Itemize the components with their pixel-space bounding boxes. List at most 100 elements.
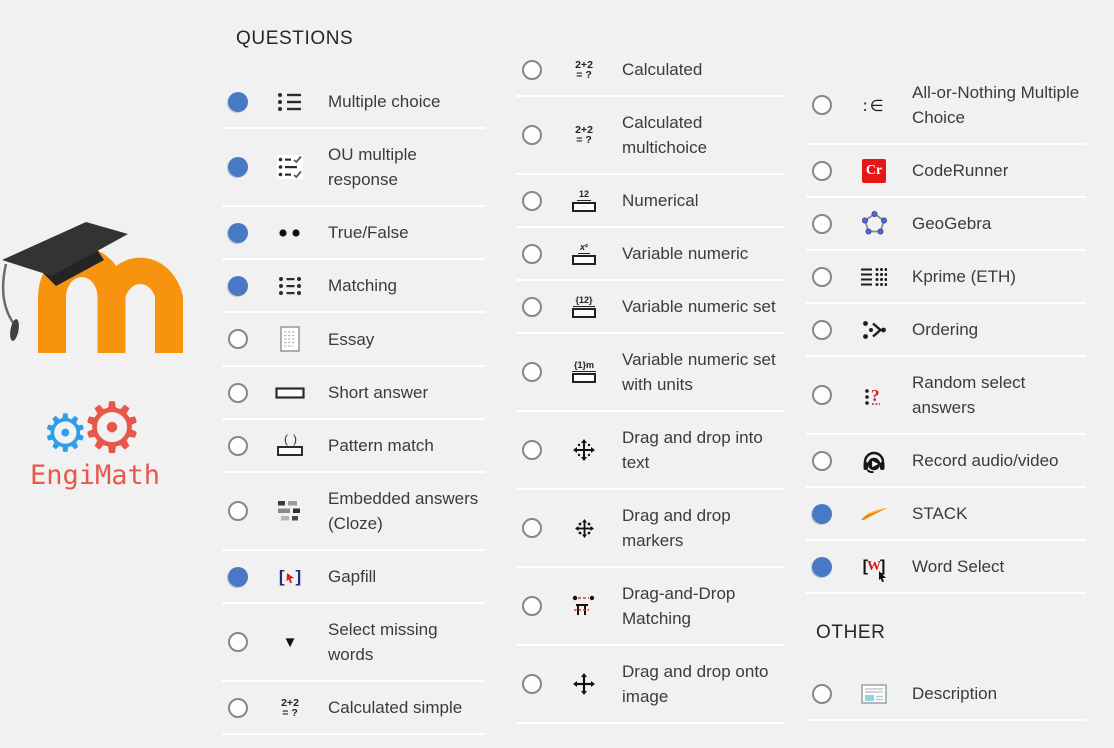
numerical-icon: 12 xyxy=(566,189,602,212)
geogebra-row[interactable]: GeoGebra xyxy=(806,198,1086,251)
record-av-radio[interactable] xyxy=(812,450,832,471)
kprime-radio[interactable] xyxy=(812,266,832,287)
variable-numeric-set-row[interactable]: {12} Variable numeric set xyxy=(516,281,784,334)
svg-text:): ) xyxy=(293,434,297,446)
matching-radio[interactable] xyxy=(228,275,248,296)
variable-numeric-set-units-icon: {1}m xyxy=(566,361,602,383)
calculated-simple-icon: 2+2 = ? xyxy=(281,696,299,719)
geogebra-icon xyxy=(856,211,892,236)
true-false-radio[interactable] xyxy=(228,222,248,243)
question-type-list-3: :∈ All-or-Nothing Multiple Choice Cr CodeRu… xyxy=(806,67,1086,594)
cloze-radio[interactable] xyxy=(228,501,248,521)
stack-row[interactable]: STACK xyxy=(806,488,1086,541)
kprime-row[interactable]: Kprime (ETH) xyxy=(806,251,1086,304)
moodle-logo xyxy=(0,212,225,380)
short-answer-row[interactable]: Short answer xyxy=(222,367,485,420)
dnd-text-row[interactable]: Drag and drop into text xyxy=(516,412,784,490)
aon-multiple-choice-row[interactable]: :∈ All-or-Nothing Multiple Choice xyxy=(806,67,1086,145)
gapfill-radio[interactable] xyxy=(228,566,248,587)
question-type-label: Pattern match xyxy=(328,436,434,455)
question-type-label: Drag and drop onto image xyxy=(622,662,769,706)
coderunner-radio[interactable] xyxy=(812,160,832,181)
variable-numeric-set-icon: {12} xyxy=(566,295,602,318)
question-type-label: Variable numeric set xyxy=(622,297,776,316)
question-type-label: Calculated xyxy=(622,60,703,79)
calculated-multichoice-radio[interactable] xyxy=(522,125,542,145)
question-type-label: Drag and drop markers xyxy=(622,506,731,550)
ou-multiple-response-icon xyxy=(272,155,308,179)
dnd-markers-radio[interactable] xyxy=(522,518,542,538)
variable-numeric-row[interactable]: x² Variable numeric xyxy=(516,228,784,281)
dnd-matching-radio[interactable] xyxy=(522,596,542,616)
other-type-list: Description xyxy=(806,668,1086,721)
numerical-radio[interactable] xyxy=(522,190,542,211)
gapfill-icon: [] xyxy=(278,567,302,586)
variable-numeric-set-units-radio[interactable] xyxy=(522,362,542,382)
matching-row[interactable]: Matching xyxy=(222,260,485,313)
coderunner-row[interactable]: Cr CodeRunner xyxy=(806,145,1086,198)
dnd-image-row[interactable]: Drag and drop onto image xyxy=(516,646,784,724)
engimath-wordmark: EngiMath xyxy=(30,460,161,491)
ou-multiple-response-radio[interactable] xyxy=(228,157,248,177)
calculated-simple-row[interactable]: 2+2 = ? Calculated simple xyxy=(222,682,485,735)
dnd-text-radio[interactable] xyxy=(522,440,542,460)
multiple-choice-row[interactable]: Multiple choice xyxy=(222,76,485,129)
stack-icon xyxy=(856,506,892,522)
variable-numeric-radio[interactable] xyxy=(522,243,542,264)
record-av-icon xyxy=(856,449,892,473)
select-missing-words-icon: ▼ xyxy=(282,633,298,651)
random-select-radio[interactable] xyxy=(812,385,832,405)
calculated-row[interactable]: 2+2 = ? Calculated xyxy=(516,44,784,97)
cloze-row[interactable]: Embedded answers (Cloze) xyxy=(222,473,485,551)
word-select-icon: [W] xyxy=(856,558,892,582)
select-missing-words-row[interactable]: ▼ Select missing words xyxy=(222,604,485,682)
gapfill-row[interactable]: [] Gapfill xyxy=(222,551,485,604)
dnd-matching-icon xyxy=(566,595,602,617)
dnd-markers-row[interactable]: Drag and drop markers xyxy=(516,490,784,568)
question-type-label: Description xyxy=(912,684,998,703)
ordering-row[interactable]: Ordering xyxy=(806,304,1086,357)
description-row[interactable]: Description xyxy=(806,668,1086,721)
dnd-image-radio[interactable] xyxy=(522,674,542,694)
question-type-label: All-or-Nothing Multiple Choice xyxy=(912,83,1080,127)
calculated-multichoice-row[interactable]: 2+2 = ? Calculated multichoice xyxy=(516,97,784,175)
question-type-label: Kprime (ETH) xyxy=(912,267,1016,286)
svg-text:?: ? xyxy=(871,386,880,405)
calculated-simple-radio[interactable] xyxy=(228,697,248,718)
short-answer-radio[interactable] xyxy=(228,382,248,403)
variable-numeric-set-radio[interactable] xyxy=(522,296,542,317)
description-radio[interactable] xyxy=(812,683,832,704)
aon-multiple-choice-icon: :∈ xyxy=(862,95,886,115)
numerical-row[interactable]: 12 Numerical xyxy=(516,175,784,228)
pattern-match-radio[interactable] xyxy=(228,435,248,456)
engimath-logo: ⚙ ⚙ EngiMath xyxy=(30,393,210,491)
question-type-list-2: 2+2 = ? Calculated 2+2 = ? Calculated multich… xyxy=(516,44,784,724)
dnd-matching-row[interactable]: Drag-and-Drop Matching xyxy=(516,568,784,646)
question-type-label: Ordering xyxy=(912,320,979,339)
variable-numeric-set-units-row[interactable]: {1}m Variable numeric set with units xyxy=(516,334,784,412)
blue-gear-icon: ⚙ xyxy=(42,404,89,464)
aon-multiple-choice-radio[interactable] xyxy=(812,95,832,115)
questions-column-1: QUESTIONS Multiple choice OU multiple res… xyxy=(222,24,485,735)
essay-radio[interactable] xyxy=(228,329,248,349)
word-select-radio[interactable] xyxy=(812,556,832,577)
pattern-match-row[interactable]: () Pattern match xyxy=(222,420,485,473)
geogebra-radio[interactable] xyxy=(812,213,832,234)
multiple-choice-radio[interactable] xyxy=(228,91,248,112)
question-type-label: CodeRunner xyxy=(912,161,1009,180)
essay-row[interactable]: Essay xyxy=(222,313,485,367)
question-type-label: Short answer xyxy=(328,383,429,402)
true-false-row[interactable]: True/False xyxy=(222,207,485,260)
record-av-row[interactable]: Record audio/video xyxy=(806,435,1086,488)
calculated-radio[interactable] xyxy=(522,59,542,80)
ou-multiple-response-row[interactable]: OU multiple response xyxy=(222,129,485,207)
ordering-radio[interactable] xyxy=(812,319,832,340)
question-type-label: STACK xyxy=(912,504,968,523)
select-missing-words-radio[interactable] xyxy=(228,632,248,652)
stack-radio[interactable] xyxy=(812,503,832,524)
word-select-row[interactable]: [W] Word Select xyxy=(806,541,1086,594)
question-type-label: Calculated simple xyxy=(328,698,463,717)
random-select-row[interactable]: ? Random select answers xyxy=(806,357,1086,435)
question-type-label: Calculated multichoice xyxy=(622,113,708,157)
cloze-icon xyxy=(272,500,308,522)
